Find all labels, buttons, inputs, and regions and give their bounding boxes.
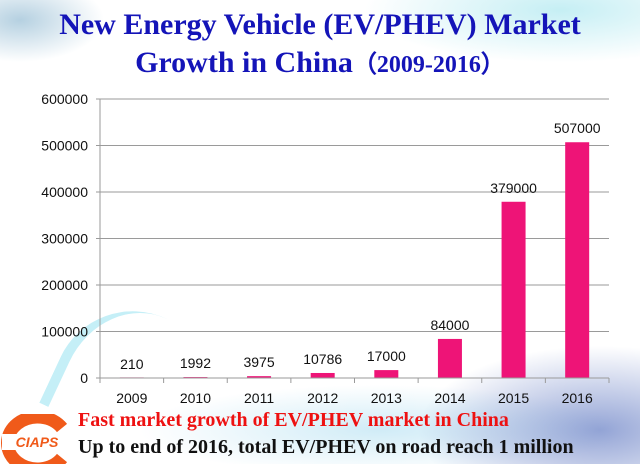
y-tick-label: 200000 bbox=[41, 277, 88, 293]
data-label: 17000 bbox=[367, 348, 406, 364]
x-tick-label: 2014 bbox=[434, 390, 465, 406]
data-label: 379000 bbox=[490, 180, 537, 196]
y-tick-label: 0 bbox=[80, 370, 88, 386]
bar-2016 bbox=[565, 142, 590, 378]
footer-highlight: Fast market growth of EV/PHEV market in … bbox=[78, 409, 509, 431]
data-label: 3975 bbox=[243, 354, 274, 370]
title-year-range: （2009-2016） bbox=[352, 52, 505, 78]
ciaps-logo: CIAPS bbox=[1, 414, 72, 464]
x-tick-label: 2010 bbox=[180, 390, 211, 406]
x-tick-label: 2016 bbox=[562, 390, 593, 406]
title-line-2: Growth in China（2009-2016） bbox=[0, 44, 640, 84]
x-tick-label: 2009 bbox=[116, 390, 147, 406]
data-labels: 210 1992 3975 10786 17000 84000 379000 507000 bbox=[120, 120, 601, 372]
x-tick-label: 2012 bbox=[307, 390, 338, 406]
y-tick-label: 400000 bbox=[41, 184, 88, 200]
x-tick-label: 2011 bbox=[244, 390, 274, 406]
data-label: 1992 bbox=[180, 355, 211, 371]
logo-text: CIAPS bbox=[16, 434, 59, 450]
y-tick-label: 100000 bbox=[41, 324, 88, 340]
title-line-1: New Energy Vehicle (EV/PHEV) Market bbox=[59, 8, 581, 41]
data-label: 10786 bbox=[303, 351, 342, 367]
x-tick-label: 2013 bbox=[371, 390, 402, 406]
x-tick-label: 2015 bbox=[498, 390, 529, 406]
y-tick-label: 500000 bbox=[41, 138, 88, 154]
data-label: 84000 bbox=[430, 317, 469, 333]
bar-2013 bbox=[374, 370, 399, 378]
y-tick-label: 300000 bbox=[41, 231, 88, 247]
title-line-2-text: Growth in China bbox=[135, 46, 353, 79]
slide-title: New Energy Vehicle (EV/PHEV) Market Grow… bbox=[0, 6, 640, 84]
data-label: 507000 bbox=[554, 120, 601, 136]
bar-2015 bbox=[501, 201, 526, 378]
footer-note: Up to end of 2016, total EV/PHEV on road… bbox=[78, 436, 574, 458]
x-axis-ticks: 2009 2010 2011 2012 2013 2014 2015 2016 bbox=[99, 378, 610, 406]
y-tick-label: 600000 bbox=[41, 91, 88, 107]
bar-2011 bbox=[247, 376, 272, 378]
logo-band bbox=[2, 434, 72, 450]
data-label: 210 bbox=[120, 356, 144, 372]
bars bbox=[119, 142, 590, 378]
bar-2014 bbox=[437, 338, 462, 378]
bar-2012 bbox=[310, 372, 335, 378]
y-axis-ticks: 0 100000 200000 300000 400000 500000 600000 bbox=[41, 91, 88, 386]
gridlines bbox=[96, 98, 609, 332]
